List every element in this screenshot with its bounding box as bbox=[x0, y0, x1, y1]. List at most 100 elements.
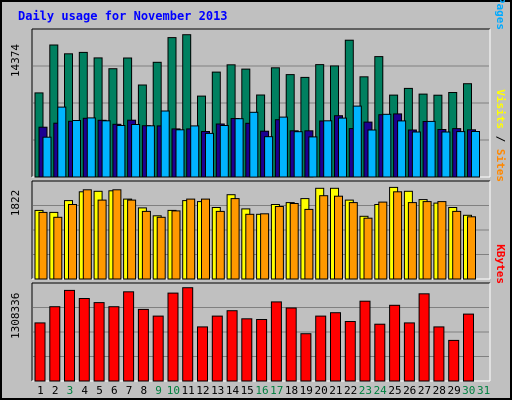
axis-label-part: Sites bbox=[494, 149, 507, 182]
bar-pages-day-17 bbox=[278, 116, 288, 178]
bar-kbytes-day-14 bbox=[226, 310, 238, 382]
bar-kbytes-day-7 bbox=[123, 291, 135, 382]
bar-pages-day-14 bbox=[234, 118, 244, 178]
bar-kbytes-day-2 bbox=[49, 306, 61, 382]
bar-sites-day-26 bbox=[407, 202, 417, 280]
bar-kbytes-day-12 bbox=[197, 326, 208, 382]
bar-kbytes-day-29 bbox=[448, 339, 460, 382]
day-label-24: 24 bbox=[374, 384, 388, 397]
day-label-21: 21 bbox=[329, 384, 342, 397]
day-label-1: 1 bbox=[37, 384, 44, 397]
bar-sites-day-13 bbox=[215, 210, 225, 280]
day-label-31: 31 bbox=[477, 384, 490, 397]
bar-sites-day-9 bbox=[156, 216, 166, 280]
bar-kbytes-day-27 bbox=[418, 293, 430, 382]
bar-pages-day-16 bbox=[264, 136, 274, 178]
day-label-9: 9 bbox=[155, 384, 162, 397]
day-label-6: 6 bbox=[111, 384, 118, 397]
day-label-16: 16 bbox=[255, 384, 268, 397]
bar-sites-day-25 bbox=[393, 191, 403, 280]
bar-kbytes-day-18 bbox=[285, 307, 297, 382]
bar-kbytes-day-28 bbox=[433, 326, 445, 382]
bar-sites-day-30 bbox=[467, 216, 476, 280]
bar-kbytes-day-11 bbox=[182, 287, 194, 382]
day-label-29: 29 bbox=[447, 384, 460, 397]
axis-label-part: / bbox=[494, 129, 507, 149]
bar-pages-day-11 bbox=[190, 125, 200, 178]
bar-pages-day-9 bbox=[160, 110, 170, 178]
bar-pages-day-22 bbox=[352, 105, 362, 178]
bar-sites-day-24 bbox=[378, 201, 388, 280]
day-label-28: 28 bbox=[433, 384, 446, 397]
bar-kbytes-day-21 bbox=[330, 312, 341, 382]
bar-kbytes-day-24 bbox=[374, 323, 386, 382]
axis-label-part: Visits bbox=[494, 89, 507, 129]
day-label-18: 18 bbox=[285, 384, 298, 397]
bar-pages-day-3 bbox=[72, 120, 81, 178]
bar-kbytes-day-25 bbox=[389, 304, 401, 382]
bar-kbytes-day-6 bbox=[108, 306, 120, 382]
bar-kbytes-day-23 bbox=[359, 300, 371, 382]
bar-pages-day-5 bbox=[101, 120, 111, 178]
day-label-12: 12 bbox=[196, 384, 209, 397]
day-label-8: 8 bbox=[140, 384, 147, 397]
bar-kbytes-day-5 bbox=[93, 302, 105, 382]
bar-sites-day-23 bbox=[363, 217, 373, 280]
day-label-13: 13 bbox=[211, 384, 224, 397]
bar-pages-day-13 bbox=[219, 125, 229, 178]
bar-pages-day-25 bbox=[397, 120, 407, 178]
day-label-11: 11 bbox=[181, 384, 194, 397]
scale-label: 1308336 bbox=[9, 293, 22, 339]
bar-kbytes-day-26 bbox=[403, 322, 415, 382]
bar-pages-day-18 bbox=[293, 131, 303, 178]
panel-pages-files-hits: 14374 Hits / Files / Pages bbox=[9, 0, 507, 178]
bar-kbytes-day-20 bbox=[315, 315, 327, 382]
bar-sites-day-29 bbox=[452, 210, 462, 280]
bar-sites-day-22 bbox=[348, 202, 358, 280]
bar-pages-day-20 bbox=[323, 120, 333, 178]
bar-sites-day-7 bbox=[127, 199, 137, 280]
bar-kbytes-day-3 bbox=[64, 289, 75, 382]
panel-kbytes: 1308336 KBytes bbox=[9, 244, 507, 382]
bar-pages-day-24 bbox=[382, 113, 392, 178]
day-label-14: 14 bbox=[226, 384, 240, 397]
axis-label-kbytes: KBytes bbox=[494, 244, 507, 284]
bar-sites-day-12 bbox=[201, 198, 210, 280]
bar-sites-day-5 bbox=[97, 199, 107, 280]
scale-label: 14374 bbox=[9, 44, 22, 77]
day-label-22: 22 bbox=[344, 384, 357, 397]
day-label-5: 5 bbox=[96, 384, 103, 397]
bar-pages-day-27 bbox=[426, 120, 436, 178]
bar-sites-day-17 bbox=[274, 206, 284, 280]
bar-sites-day-27 bbox=[422, 201, 432, 280]
bar-pages-day-2 bbox=[57, 106, 67, 178]
bar-pages-day-7 bbox=[131, 124, 141, 178]
bar-sites-day-18 bbox=[289, 203, 299, 280]
bar-kbytes-day-30 bbox=[463, 313, 474, 382]
axis-label-part: Pages bbox=[494, 0, 507, 30]
bar-pages-day-12 bbox=[205, 132, 214, 178]
scale-label: 1822 bbox=[9, 190, 22, 217]
bar-sites-day-10 bbox=[171, 210, 181, 280]
chart-title: Daily usage for November 2013 bbox=[18, 9, 228, 23]
bar-kbytes-day-9 bbox=[152, 315, 164, 382]
bar-pages-day-29 bbox=[456, 131, 466, 178]
bar-sites-day-14 bbox=[230, 198, 240, 280]
bar-sites-day-11 bbox=[186, 198, 196, 280]
axis-label-pages-files-hits: Hits / Files / Pages bbox=[494, 0, 507, 30]
bar-pages-day-6 bbox=[116, 125, 126, 178]
bar-sites-day-21 bbox=[334, 195, 343, 280]
bar-sites-day-2 bbox=[53, 216, 63, 280]
day-label-4: 4 bbox=[81, 384, 88, 397]
bar-kbytes-day-10 bbox=[167, 292, 179, 382]
bar-pages-day-21 bbox=[338, 117, 347, 178]
day-label-3: 3 bbox=[67, 384, 74, 397]
x-axis-labels: 1 2 3 4 5 6 7 8 9 10 11 12 13 14 15 16 17 18 19 20 21 22 23 24 2… bbox=[37, 384, 490, 397]
bar-pages-day-28 bbox=[441, 131, 451, 178]
bar-pages-day-4 bbox=[86, 117, 96, 178]
day-label-23: 23 bbox=[359, 384, 372, 397]
bar-sites-day-6 bbox=[112, 189, 122, 280]
day-label-26: 26 bbox=[403, 384, 416, 397]
bar-pages-day-26 bbox=[411, 131, 421, 178]
